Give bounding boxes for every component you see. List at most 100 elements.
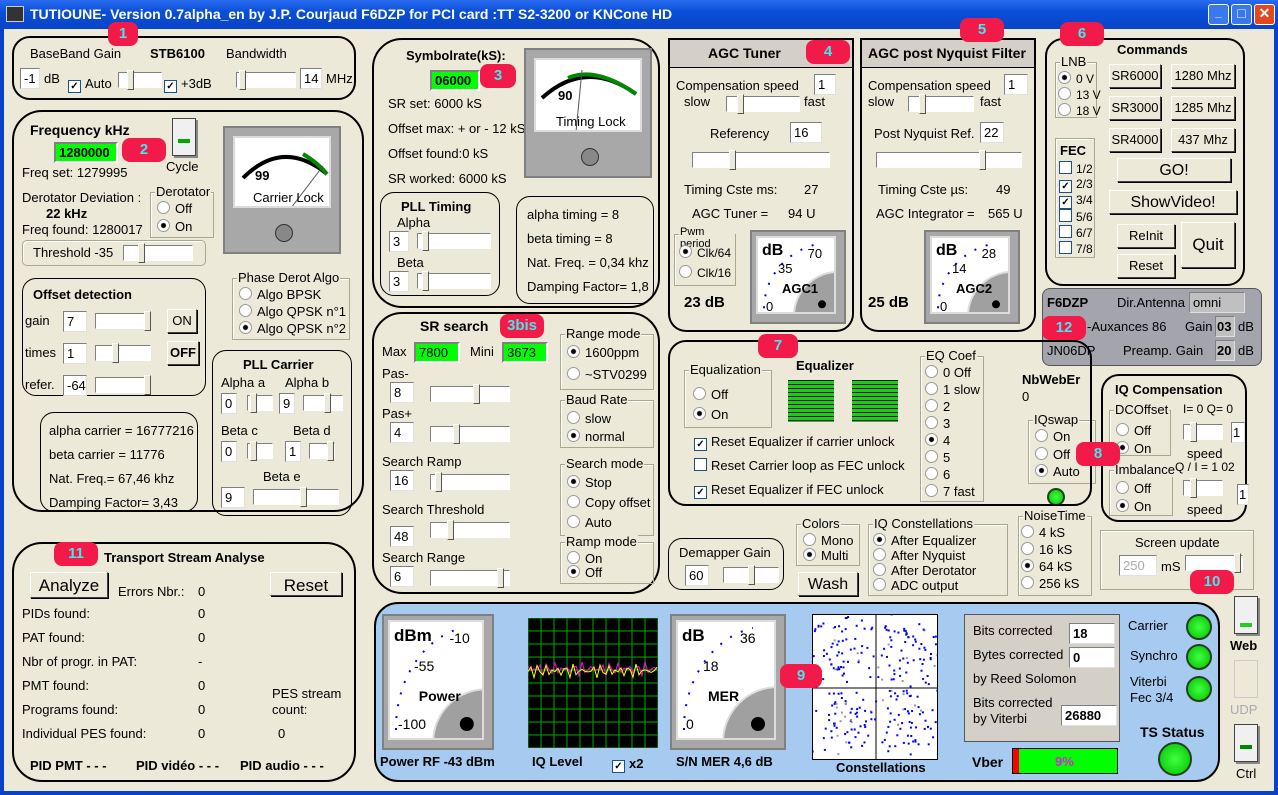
iqswap-auto-radio[interactable]: Auto — [1035, 464, 1080, 479]
eq-coef-radio[interactable]: 5 — [925, 450, 950, 465]
symbolrate-input[interactable]: 06000 — [430, 70, 480, 91]
search-threshold-input[interactable]: 48 — [390, 526, 414, 547]
eq-coef-radio[interactable]: 2 — [925, 399, 950, 414]
range-stv0299-radio[interactable]: ~STV0299 — [567, 367, 647, 382]
reset-eq-fec-checkbox[interactable]: Reset Equalizer if FEC unlock — [694, 482, 884, 499]
ts-reset-button[interactable]: Reset — [270, 572, 342, 596]
iqswap-off-radio[interactable]: Off — [1035, 447, 1070, 462]
search-threshold-slider[interactable] — [430, 520, 510, 540]
eq-coef-radio[interactable]: 6 — [925, 467, 950, 482]
mini-input[interactable]: 3673 — [502, 342, 548, 363]
agc-post-speed-slider[interactable] — [908, 94, 974, 114]
imbalance-speed-input[interactable]: 1 — [1237, 484, 1249, 505]
fec-3-4-checkbox[interactable]: 3/4 — [1059, 193, 1093, 209]
sr4000-button[interactable]: SR4000 — [1109, 128, 1161, 152]
pas-plus-slider[interactable] — [430, 424, 510, 444]
reinit-button[interactable]: ReInit — [1117, 224, 1175, 248]
clk64-radio[interactable]: Clk/64 — [679, 245, 731, 260]
antenna-gain-input[interactable]: 03 — [1215, 316, 1235, 337]
derotator-on-radio[interactable]: On — [157, 219, 192, 234]
eq-coef-radio[interactable]: 3 — [925, 416, 950, 431]
quit-button[interactable]: Quit — [1181, 222, 1235, 268]
reset-button[interactable]: Reset — [1117, 254, 1175, 278]
eq-coef-radio[interactable]: 4 — [925, 433, 950, 448]
analyze-button[interactable]: Analyze — [30, 572, 108, 598]
cycle-toggle-switch[interactable] — [172, 118, 196, 156]
freq-1285-button[interactable]: 1285 Mhz — [1171, 96, 1235, 120]
iq-constellation-radio[interactable]: After Nyquist — [873, 548, 965, 563]
imbalance-speed-slider[interactable] — [1183, 478, 1223, 498]
sr6000-button[interactable]: SR6000 — [1109, 64, 1161, 88]
beta-c-input[interactable]: 0 — [221, 441, 237, 462]
search-auto-radio[interactable]: Auto — [567, 515, 612, 530]
timing-beta-slider[interactable] — [417, 271, 491, 291]
timing-alpha-slider[interactable] — [417, 231, 491, 251]
offset-times-input[interactable]: 1 — [63, 343, 87, 364]
agc-tuner-ref-input[interactable]: 16 — [790, 122, 822, 143]
clk16-radio[interactable]: Clk/16 — [679, 265, 731, 280]
equalization-on-radio[interactable]: On — [693, 407, 728, 422]
maximize-button[interactable]: □ — [1231, 4, 1252, 25]
reset-carrier-fec-checkbox[interactable]: Reset Carrier loop as FEC unlock — [694, 458, 905, 473]
colors-multi-radio[interactable]: Multi — [803, 548, 848, 563]
alpha-b-slider[interactable] — [303, 393, 343, 413]
agc-tuner-speed-slider[interactable] — [726, 94, 800, 114]
ramp-on-radio[interactable]: On — [567, 551, 602, 566]
bandwidth-input[interactable]: 14 — [300, 68, 322, 89]
imbalance-on-radio[interactable]: On — [1116, 499, 1151, 514]
pas-plus-input[interactable]: 4 — [390, 422, 414, 443]
offset-on-button[interactable]: ON — [167, 309, 197, 333]
iqswap-on-radio[interactable]: On — [1035, 429, 1070, 444]
eq-coef-radio[interactable]: 1 slow — [925, 382, 980, 397]
max-input[interactable]: 7800 — [414, 342, 460, 363]
screen-update-input[interactable]: 250 — [1119, 555, 1157, 576]
search-range-slider[interactable] — [430, 568, 510, 588]
timing-beta-input[interactable]: 3 — [389, 271, 409, 292]
agc-post-ref-input[interactable]: 22 — [980, 122, 1004, 143]
dcoffset-on-radio[interactable]: On — [1116, 441, 1151, 456]
search-copy-offset-radio[interactable]: Copy offset — [567, 495, 651, 510]
eq-coef-radio[interactable]: 0 Off — [925, 365, 971, 380]
offset-refer-input[interactable]: -64 — [63, 375, 87, 396]
dcoffset-off-radio[interactable]: Off — [1116, 423, 1151, 438]
threshold-slider[interactable] — [123, 243, 193, 263]
plus3db-checkbox[interactable]: +3dB — [164, 76, 212, 93]
offset-times-slider[interactable] — [95, 343, 151, 363]
screen-update-slider[interactable] — [1185, 553, 1243, 573]
frequency-input[interactable]: 1280000 — [54, 142, 118, 163]
alpha-b-input[interactable]: 9 — [279, 393, 295, 414]
pas-minus-input[interactable]: 8 — [390, 382, 414, 403]
web-toggle-switch[interactable] — [1234, 596, 1258, 634]
search-range-input[interactable]: 6 — [390, 566, 414, 587]
noise-time-radio[interactable]: 16 kS — [1021, 542, 1072, 557]
range-1600ppm-radio[interactable]: 1600ppm — [567, 345, 639, 360]
dcoffset-speed-input[interactable]: 1 — [1231, 422, 1245, 443]
algo-qpsk1-radio[interactable]: Algo QPSK n°1 — [239, 304, 346, 319]
show-video-button[interactable]: ShowVideo! — [1109, 190, 1237, 214]
search-ramp-slider[interactable] — [430, 472, 510, 492]
agc-tuner-comp-input[interactable]: 1 — [814, 74, 836, 95]
pas-minus-slider[interactable] — [430, 384, 510, 404]
fec-2-3-checkbox[interactable]: 2/3 — [1059, 177, 1093, 193]
search-ramp-input[interactable]: 16 — [390, 470, 414, 491]
freq-1280-button[interactable]: 1280 Mhz — [1171, 64, 1235, 88]
agc-post-ref-slider[interactable] — [876, 150, 1022, 170]
baseband-gain-slider[interactable] — [118, 70, 162, 90]
beta-c-slider[interactable] — [247, 441, 273, 461]
derotator-off-radio[interactable]: Off — [157, 201, 192, 216]
fec-1-2-checkbox[interactable]: 1/2 — [1059, 161, 1093, 176]
baud-slow-radio[interactable]: slow — [567, 411, 611, 426]
offset-off-button[interactable]: OFF — [167, 341, 199, 365]
wash-button[interactable]: Wash — [798, 572, 858, 596]
search-stop-radio[interactable]: Stop — [567, 475, 612, 490]
beta-d-slider[interactable] — [309, 441, 335, 461]
iq-constellation-radio[interactable]: ADC output — [873, 578, 958, 593]
demapper-gain-input[interactable]: 60 — [685, 565, 709, 586]
ctrl-toggle-switch[interactable] — [1234, 724, 1258, 762]
dir-antenna-input[interactable]: omni — [1189, 292, 1245, 313]
alpha-a-input[interactable]: 0 — [221, 393, 237, 414]
equalization-off-radio[interactable]: Off — [693, 387, 728, 402]
demapper-gain-slider[interactable] — [723, 565, 779, 585]
sr3000-button[interactable]: SR3000 — [1109, 96, 1161, 120]
ramp-off-radio[interactable]: Off — [567, 565, 602, 580]
